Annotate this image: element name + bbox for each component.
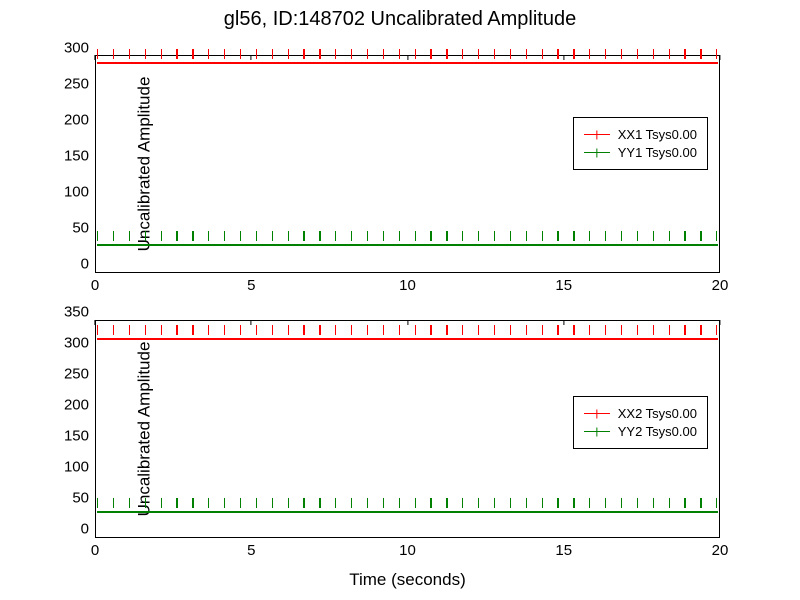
- bottom-series-xx2-line: [97, 338, 718, 340]
- bottom-legend-xx2-label: XX2 Tsys0.00: [618, 406, 697, 421]
- bottom-x-axis-label: Time (seconds): [349, 570, 466, 590]
- top-legend-xx1-swatch: [584, 134, 610, 136]
- top-ytick-250: 250: [64, 76, 89, 93]
- bottom-legend-yy2-label: YY2 Tsys0.00: [618, 424, 697, 439]
- top-legend-yy1-label: YY1 Tsys0.00: [618, 145, 697, 160]
- bottom-legend-xx2: XX2 Tsys0.00: [584, 406, 697, 421]
- top-series-yy1-line: [97, 244, 718, 246]
- top-ytick-0: 0: [81, 256, 89, 273]
- bottom-legend-yy2-swatch: [584, 431, 610, 433]
- bottom-y-axis-label: Uncalibrated Amplitude: [134, 342, 154, 517]
- bottom-xtick-20: 20: [712, 542, 729, 559]
- top-ytick-200: 200: [64, 112, 89, 129]
- top-xtick-10: 10: [399, 277, 416, 294]
- bottom-legend-box[interactable]: XX2 Tsys0.00 YY2 Tsys0.00: [573, 396, 708, 449]
- top-subplot: Uncalibrated Amplitude 0 50 100 150 200 …: [95, 55, 720, 273]
- bottom-series-xx2-ticks: [97, 325, 718, 335]
- top-xtick-5: 5: [247, 277, 255, 294]
- top-xtick-15: 15: [555, 277, 572, 294]
- bottom-ytick-250: 250: [64, 366, 89, 383]
- bottom-ytick-350: 350: [64, 304, 89, 321]
- bottom-xtick-0: 0: [91, 542, 99, 559]
- chart-title: gl56, ID:148702 Uncalibrated Amplitude: [0, 8, 800, 31]
- top-legend-box[interactable]: XX1 Tsys0.00 YY1 Tsys0.00: [573, 117, 708, 170]
- bottom-ytick-150: 150: [64, 428, 89, 445]
- bottom-ytick-0: 0: [81, 521, 89, 538]
- bottom-xtick-5: 5: [247, 542, 255, 559]
- bottom-xtick-10: 10: [399, 542, 416, 559]
- bottom-ytick-50: 50: [72, 490, 89, 507]
- top-series-xx1-ticks: [97, 49, 718, 59]
- bottom-ytick-200: 200: [64, 397, 89, 414]
- top-xtick-0: 0: [91, 277, 99, 294]
- top-ytick-50: 50: [72, 220, 89, 237]
- top-y-axis-label: Uncalibrated Amplitude: [134, 77, 154, 252]
- top-ytick-300: 300: [64, 40, 89, 57]
- chart-figure: gl56, ID:148702 Uncalibrated Amplitude U…: [0, 0, 800, 600]
- top-ytick-100: 100: [64, 184, 89, 201]
- top-legend-yy1: YY1 Tsys0.00: [584, 145, 697, 160]
- top-series-xx1-line: [97, 62, 718, 64]
- top-series-yy1-ticks: [97, 231, 718, 241]
- top-ytick-150: 150: [64, 148, 89, 165]
- top-legend-xx1-label: XX1 Tsys0.00: [618, 127, 697, 142]
- bottom-legend-xx2-swatch: [584, 413, 610, 415]
- bottom-legend-yy2: YY2 Tsys0.00: [584, 424, 697, 439]
- bottom-subplot: Uncalibrated Amplitude 0 50 100 150 200 …: [95, 320, 720, 538]
- bottom-series-yy2-line: [97, 511, 718, 513]
- bottom-ytick-100: 100: [64, 459, 89, 476]
- bottom-series-yy2-ticks: [97, 498, 718, 508]
- top-legend-xx1: XX1 Tsys0.00: [584, 127, 697, 142]
- top-xtick-20: 20: [712, 277, 729, 294]
- bottom-ytick-300: 300: [64, 335, 89, 352]
- bottom-xtick-15: 15: [555, 542, 572, 559]
- top-legend-yy1-swatch: [584, 152, 610, 154]
